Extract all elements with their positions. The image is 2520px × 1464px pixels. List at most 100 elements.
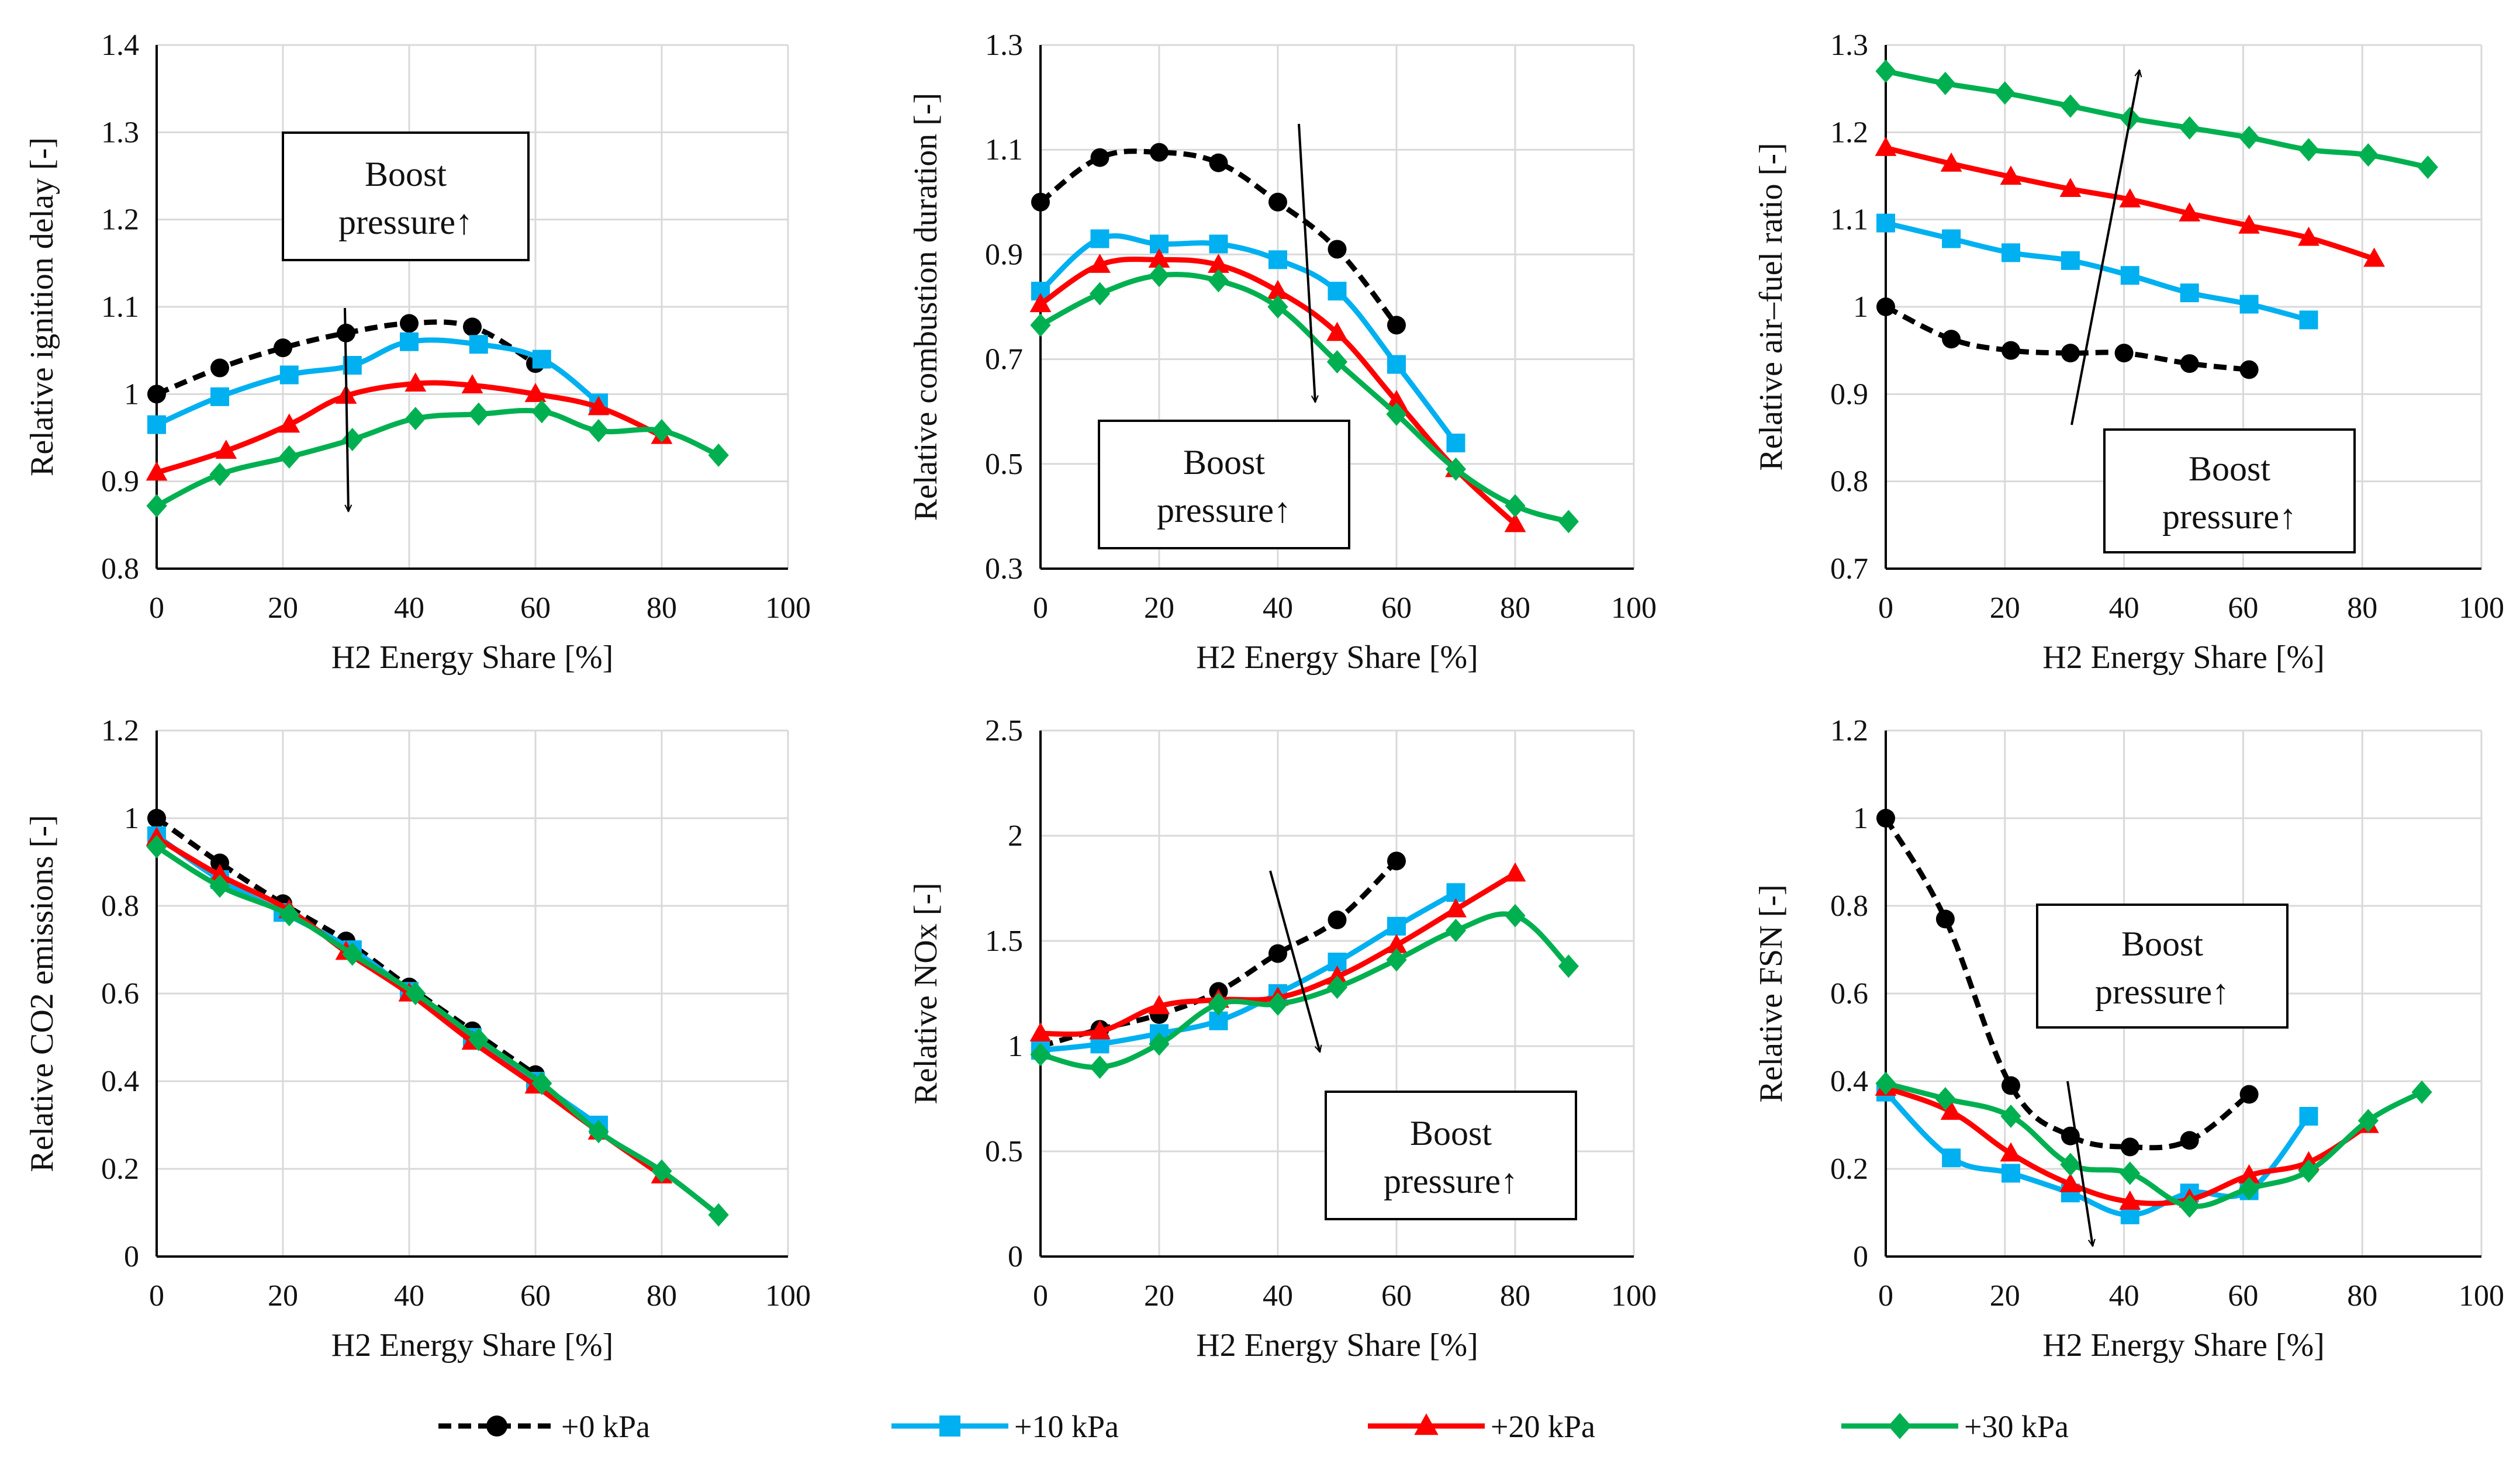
data-point	[1208, 992, 1229, 1016]
legend-label: +0 kPa	[561, 1409, 650, 1444]
data-point	[2298, 1159, 2319, 1183]
data-point	[405, 407, 426, 431]
data-point	[1268, 250, 1287, 269]
data-point	[2179, 202, 2201, 221]
annotation-box	[2103, 428, 2356, 553]
x-tick-label: 0	[1878, 591, 1893, 625]
y-axis-title: Relative NOx [-]	[908, 882, 944, 1104]
data-point	[588, 419, 609, 443]
x-tick-label: 100	[1611, 1279, 1657, 1313]
series-line	[1039, 272, 1570, 524]
y-tick-label: 1.4	[101, 29, 139, 62]
data-point	[1089, 1055, 1111, 1079]
y-tick-label: 0	[1008, 1240, 1023, 1273]
series-30kPakpa	[146, 835, 729, 1227]
data-point	[2000, 1142, 2022, 1162]
arrow-icon	[1298, 123, 1315, 402]
data-point	[2239, 1085, 2259, 1104]
x-tick-label: 20	[1144, 591, 1174, 625]
x-tick-label: 60	[2228, 1279, 2258, 1313]
data-point	[2000, 1105, 2021, 1128]
data-point	[1505, 904, 1526, 927]
series-30kPakpa	[146, 400, 729, 518]
y-tick-label: 0.8	[101, 552, 139, 586]
y-tick-label: 0.9	[985, 238, 1023, 271]
data-point	[342, 942, 363, 966]
x-tick-label: 20	[1990, 591, 2020, 625]
arrow-icon	[1269, 870, 1320, 1052]
data-point	[1935, 1087, 1956, 1110]
y-tick-label: 0.8	[1830, 890, 1868, 923]
x-tick-label: 80	[647, 1279, 677, 1313]
data-point	[2059, 178, 2082, 197]
data-point	[2180, 283, 2199, 303]
annotation-box	[1098, 420, 1350, 549]
series-30kPakpa	[1030, 904, 1579, 1079]
data-point	[2363, 247, 2385, 267]
y-tick-label: 1.2	[1830, 116, 1868, 149]
annotation-text: pressure↑	[1384, 1162, 1518, 1200]
data-point	[209, 874, 230, 898]
data-point	[2238, 214, 2260, 234]
y-axis-title: Relative FSN [-]	[1753, 884, 1789, 1102]
series-line	[1039, 911, 1571, 1070]
data-point	[2299, 1107, 2318, 1126]
x-tick-label: 80	[2347, 591, 2377, 625]
x-axis-title: H2 Energy Share [%]	[331, 639, 614, 676]
series-20kPakpa	[146, 372, 673, 481]
series-line	[1885, 68, 2429, 170]
annotation-text: pressure↑	[1157, 491, 1291, 529]
data-point	[651, 1159, 672, 1183]
data-point	[1326, 975, 1348, 999]
x-tick-label: 40	[394, 591, 424, 625]
series-30kPakpa	[1030, 264, 1579, 534]
legend-marker	[486, 1415, 507, 1437]
chart-panel-6: 0 0.2 0.4 0.6 0.8 1 1.2 0 20 40 60 80 100 H2 Energy S…	[1753, 714, 2504, 1363]
y-tick-label: 1.1	[985, 133, 1023, 167]
legend-entry: +20 kPa	[1368, 1409, 1595, 1444]
x-tick-label: 80	[1500, 591, 1530, 625]
data-point	[1208, 254, 1229, 273]
data-point	[524, 383, 547, 402]
x-tick-label: 100	[765, 591, 811, 625]
data-point	[1089, 282, 1111, 306]
data-point	[1267, 279, 1289, 299]
data-point	[1386, 402, 1407, 426]
data-point	[215, 439, 237, 459]
data-point	[2001, 341, 2020, 360]
data-point	[2001, 243, 2020, 262]
boost-annotation: Boost pressure↑	[2036, 904, 2289, 1246]
series-30kPakpa	[1875, 59, 2438, 179]
x-tick-label: 60	[520, 1279, 551, 1313]
series-20kPakpa	[1029, 248, 1526, 532]
x-tick-label: 80	[2347, 1279, 2377, 1313]
data-point	[2061, 251, 2080, 270]
data-point	[2060, 94, 2081, 118]
x-axis-title: H2 Energy Share [%]	[2042, 639, 2325, 676]
data-point	[1876, 213, 1895, 233]
legend-label: +30 kPa	[1964, 1409, 2069, 1444]
data-point	[1942, 330, 1961, 349]
x-tick-label: 80	[647, 591, 677, 625]
data-point	[532, 349, 551, 369]
data-point	[1268, 944, 1287, 963]
data-point	[468, 1027, 489, 1051]
data-point	[1148, 995, 1170, 1015]
x-tick-label: 20	[1990, 1279, 2020, 1313]
annotation-box	[1325, 1091, 1577, 1220]
annotation-text: Boost	[1183, 443, 1265, 482]
x-tick-label: 0	[1033, 1279, 1048, 1313]
y-tick-label: 0.2	[101, 1152, 139, 1186]
data-point	[405, 982, 426, 1005]
y-tick-label: 1.2	[101, 714, 139, 747]
y-tick-label: 0.5	[985, 448, 1023, 481]
data-point	[1149, 264, 1170, 288]
data-point	[1385, 390, 1408, 409]
boost-annotation: Boost pressure↑	[1269, 870, 1577, 1220]
data-point	[2298, 138, 2319, 162]
y-tick-label: 0.5	[985, 1135, 1023, 1168]
annotation-text: Boost	[365, 155, 447, 193]
data-point	[1089, 1020, 1111, 1040]
